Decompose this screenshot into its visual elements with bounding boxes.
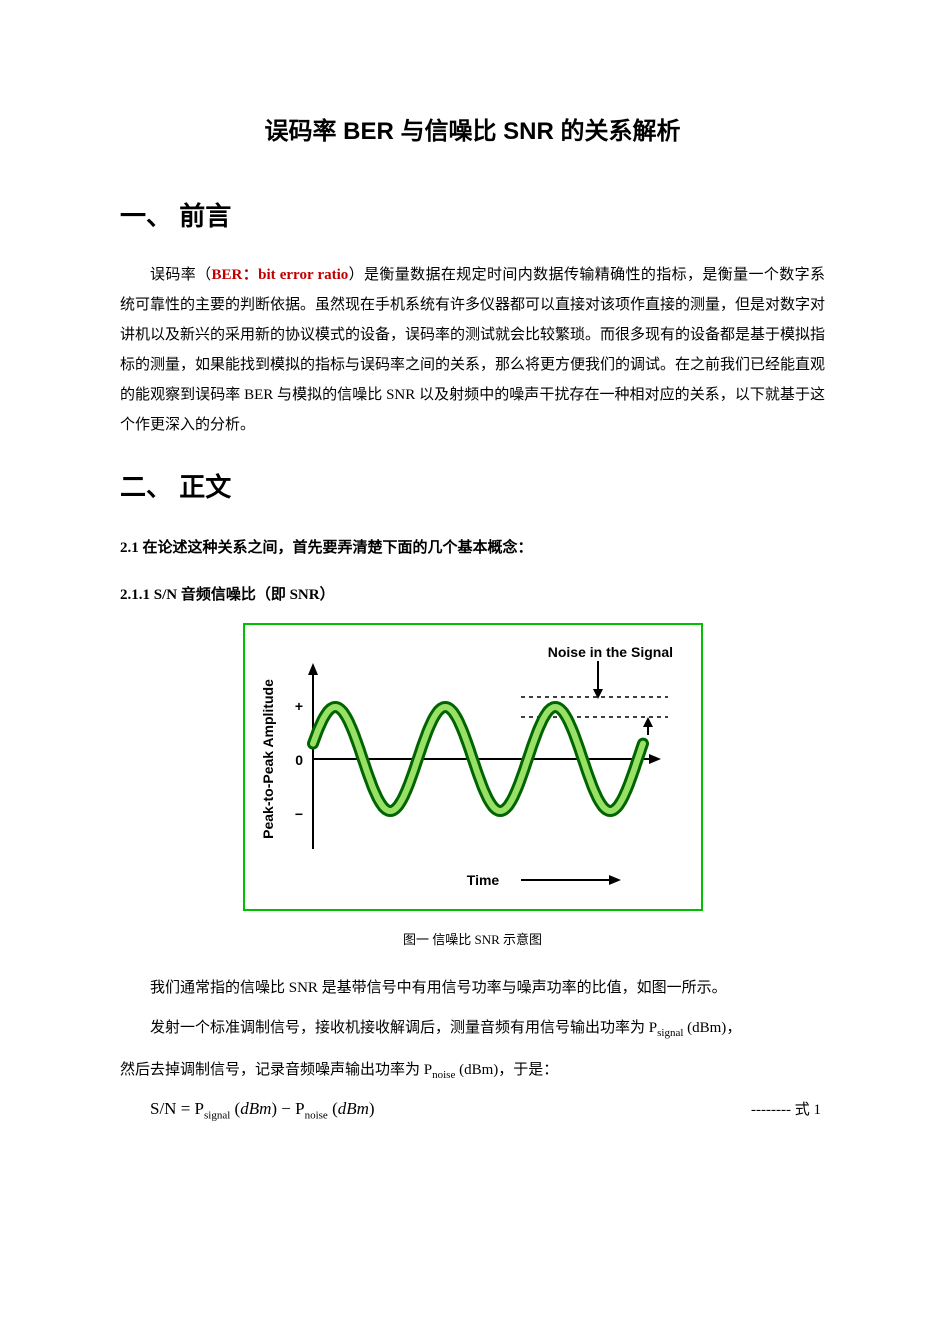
p-signal-sym: P	[649, 1020, 657, 1036]
figure-1-caption: 图一 信噪比 SNR 示意图	[120, 928, 825, 951]
formula-1-expression: S/N = Psignal (dBm) − Pnoise (dBm)	[150, 1094, 375, 1126]
p-noise-sub: noise	[432, 1069, 455, 1081]
ber-term: BER：bit error ratio	[212, 267, 349, 283]
figure-1-box: Noise in the Signal + 0 −	[243, 623, 703, 911]
f-mid1: (	[230, 1099, 240, 1118]
para2-pre: 发射一个标准调制信号，接收机接收解调后，测量音频有用信号输出功率为	[150, 1020, 649, 1036]
para-after-figure-2: 发射一个标准调制信号，接收机接收解调后，测量音频有用信号输出功率为 Psigna…	[120, 1011, 825, 1046]
f-end: )	[369, 1099, 375, 1118]
subsection-2.1-title: 2.1 在论述这种关系之间，首先要弄清楚下面的几个基本概念：	[120, 535, 825, 562]
f-dbm2: dBm	[338, 1099, 369, 1118]
p-signal-unit: (dBm)	[683, 1020, 726, 1036]
section-2-heading: 二、 正文	[120, 464, 825, 511]
p-noise-unit: (dBm)	[455, 1062, 498, 1078]
page-title: 误码率 BER 与信噪比 SNR 的关系解析	[120, 110, 825, 153]
section-1-heading: 一、 前言	[120, 193, 825, 240]
f-dbm1: dBm	[240, 1099, 271, 1118]
formula-1-number: -------- 式 1	[751, 1097, 825, 1124]
p-signal-sub: signal	[657, 1027, 683, 1039]
snr-waveform-chart: Noise in the Signal + 0 −	[253, 639, 683, 899]
f-sub1: signal	[204, 1109, 230, 1121]
s1-para-pre: 误码率（	[150, 267, 212, 283]
figure-1-container: Noise in the Signal + 0 −	[120, 623, 825, 951]
formula-1: S/N = Psignal (dBm) − Pnoise (dBm) -----…	[120, 1094, 825, 1126]
s1-para-post: ）是衡量数据在规定时间内数据传输精确性的指标，是衡量一个数字系统可靠性的主要的判…	[120, 267, 825, 433]
y-axis-label: Peak-to-Peak Amplitude	[260, 679, 276, 839]
f-lhs: S/N = P	[150, 1099, 204, 1118]
para2-post: ，	[726, 1020, 741, 1036]
para-after-figure-3: 然后去掉调制信号，记录音频噪声输出功率为 Pnoise (dBm)，于是：	[120, 1053, 825, 1088]
subsubsection-2.1.1-title: 2.1.1 S/N 音频信噪比（即 SNR）	[120, 582, 825, 609]
f-sub2: noise	[305, 1109, 328, 1121]
p-noise-sym: P	[424, 1062, 432, 1078]
noise-label: Noise in the Signal	[547, 644, 672, 660]
f-mid2: ) − P	[271, 1099, 304, 1118]
section-1-paragraph: 误码率（BER：bit error ratio）是衡量数据在规定时间内数据传输精…	[120, 260, 825, 440]
para3-post: ，于是：	[498, 1062, 558, 1078]
plus-mark: +	[294, 698, 302, 714]
f-mid3: (	[328, 1099, 338, 1118]
para3-pre: 然后去掉调制信号，记录音频噪声输出功率为	[120, 1062, 424, 1078]
para-after-figure-1: 我们通常指的信噪比 SNR 是基带信号中有用信号功率与噪声功率的比值，如图一所示…	[120, 971, 825, 1006]
x-axis-label: Time	[466, 872, 499, 888]
minus-mark: −	[294, 806, 302, 822]
zero-mark: 0	[295, 752, 303, 768]
